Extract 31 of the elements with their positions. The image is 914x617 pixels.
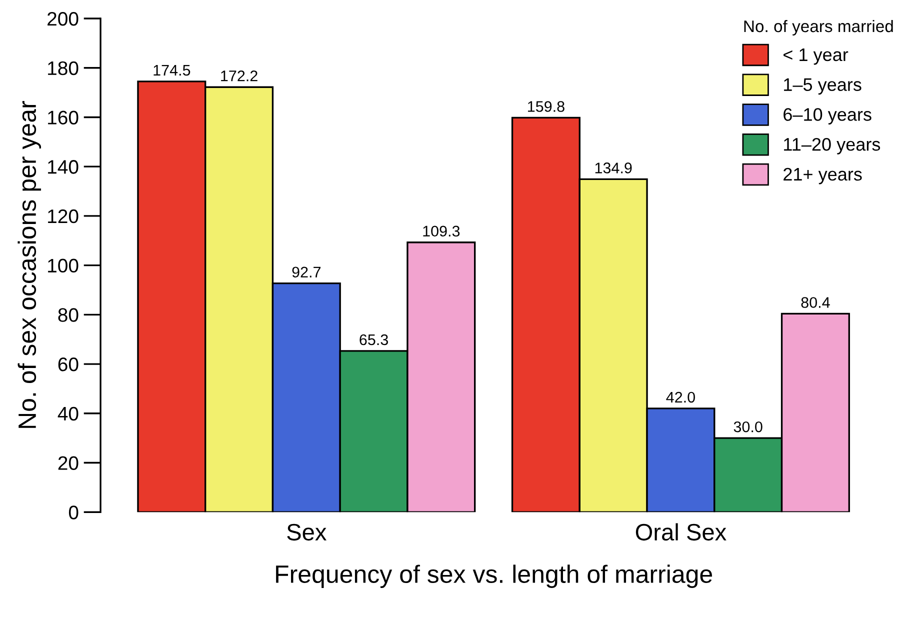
y-tick-label: 40 xyxy=(58,406,78,421)
data-label: 134.9 xyxy=(595,162,632,174)
y-axis-title: No. of sex occasions per year xyxy=(18,101,42,428)
data-label: 109.3 xyxy=(423,226,460,237)
legend-title: No. of years married xyxy=(744,20,893,36)
y-tick-label: 200 xyxy=(48,12,78,26)
x-tick-label: Oral Sex xyxy=(636,523,726,541)
legend-label: < 1 year xyxy=(784,48,848,65)
legend-label: 11–20 years xyxy=(784,138,880,154)
y-tick-label: 20 xyxy=(58,456,78,470)
y-tick-label: 120 xyxy=(48,209,78,224)
y-tick-label: 60 xyxy=(58,358,78,372)
legend-label: 6–10 years xyxy=(784,108,872,124)
data-label: 172.2 xyxy=(221,70,258,82)
y-tick-label: 160 xyxy=(48,110,78,124)
y-tick-label: 180 xyxy=(48,61,78,76)
x-axis-title: Frequency of sex vs. length of marriage xyxy=(276,564,712,588)
y-tick-label: 80 xyxy=(58,308,78,322)
data-label: 42.0 xyxy=(666,392,695,403)
legend-label: 1–5 years xyxy=(784,78,862,95)
data-label: 65.3 xyxy=(360,334,388,346)
y-tick-label: 140 xyxy=(48,160,78,174)
data-label: 30.0 xyxy=(734,421,762,432)
y-tick-label: 0 xyxy=(68,506,78,520)
legend-label: 21+ years xyxy=(784,168,862,184)
data-label: 174.5 xyxy=(154,64,190,76)
data-label: 80.4 xyxy=(801,297,830,308)
y-tick-label: 100 xyxy=(48,258,78,273)
x-tick-label: Sex xyxy=(287,524,326,541)
data-label: 159.8 xyxy=(528,101,564,112)
data-label: 92.7 xyxy=(292,266,321,278)
